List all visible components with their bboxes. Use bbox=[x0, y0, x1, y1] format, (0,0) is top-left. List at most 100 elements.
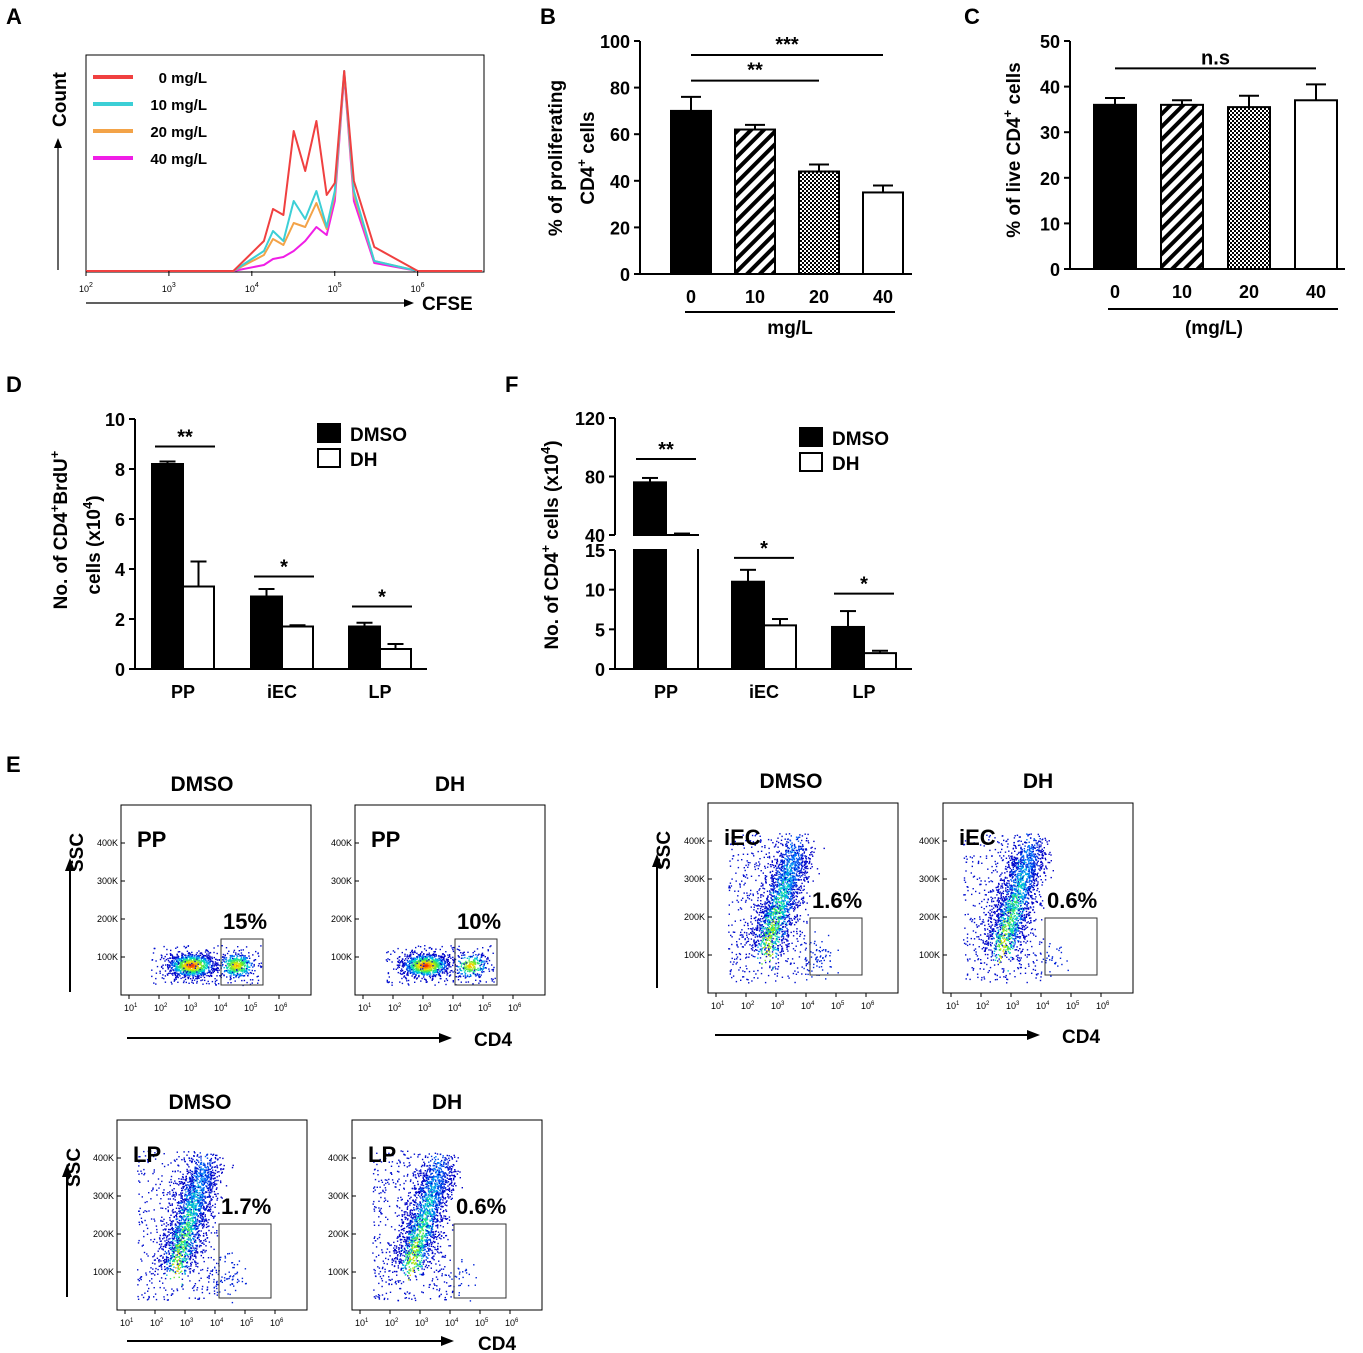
event-dot bbox=[757, 921, 759, 924]
event-dot bbox=[445, 983, 447, 986]
event-dot bbox=[777, 945, 779, 947]
event-dot bbox=[432, 970, 435, 972]
event-dot bbox=[177, 981, 179, 983]
event-dot bbox=[477, 954, 479, 956]
event-dot bbox=[794, 879, 796, 881]
event-dot bbox=[771, 926, 773, 929]
event-dot bbox=[786, 902, 788, 904]
event-dot bbox=[387, 981, 389, 984]
c-ylabel-sup: + bbox=[1000, 109, 1015, 117]
event-dot bbox=[210, 960, 212, 962]
event-dot bbox=[206, 972, 208, 974]
event-dot bbox=[775, 906, 777, 908]
event-dot bbox=[427, 967, 429, 969]
event-dot bbox=[210, 971, 213, 974]
ssc-axis-label: SSC bbox=[654, 831, 675, 870]
event-dot bbox=[755, 933, 757, 936]
event-dot bbox=[804, 872, 806, 874]
event-dot bbox=[214, 980, 217, 982]
event-dot bbox=[774, 845, 777, 847]
y-tick-label: 15 bbox=[585, 541, 605, 561]
event-dot bbox=[214, 963, 216, 965]
event-dot bbox=[464, 961, 466, 964]
event-dot bbox=[780, 900, 782, 903]
event-dot bbox=[780, 888, 782, 890]
event-dot bbox=[761, 911, 763, 914]
event-dot bbox=[767, 896, 769, 898]
event-dot bbox=[791, 842, 793, 844]
event-dot bbox=[759, 907, 762, 910]
event-dot bbox=[770, 931, 773, 933]
event-dot bbox=[769, 937, 771, 939]
cd4-tick-label: 103 bbox=[418, 1003, 432, 1013]
event-dot bbox=[771, 922, 774, 924]
event-dot bbox=[457, 976, 459, 978]
event-dot bbox=[229, 977, 232, 979]
event-dot bbox=[208, 962, 210, 964]
event-dot bbox=[774, 858, 776, 861]
event-dot bbox=[432, 975, 434, 977]
event-dot bbox=[420, 964, 422, 966]
event-dot bbox=[202, 975, 204, 977]
event-dot bbox=[214, 961, 217, 963]
event-dot bbox=[740, 931, 742, 934]
event-dot bbox=[222, 953, 225, 956]
f-ylabel-cd4: No. of CD4 bbox=[542, 552, 563, 650]
event-dot bbox=[763, 942, 765, 944]
event-dot bbox=[794, 891, 797, 893]
event-dot bbox=[783, 869, 785, 871]
event-dot bbox=[785, 871, 787, 873]
event-dot bbox=[737, 866, 740, 869]
cd4-tick-exponent: 4 bbox=[458, 1003, 462, 1009]
event-dot bbox=[423, 969, 426, 971]
event-dot bbox=[429, 954, 431, 957]
y-tick-label: 0 bbox=[620, 265, 630, 285]
event-dot bbox=[167, 964, 169, 967]
event-dot bbox=[206, 963, 208, 965]
event-dot bbox=[777, 890, 779, 893]
event-dot bbox=[208, 971, 210, 974]
event-dot bbox=[762, 947, 765, 949]
event-dot bbox=[792, 876, 794, 879]
y-tick-label: 80 bbox=[610, 79, 630, 99]
event-dot bbox=[439, 948, 441, 951]
event-dot bbox=[196, 980, 198, 983]
event-dot bbox=[788, 860, 791, 862]
event-dot bbox=[413, 960, 415, 962]
event-dot bbox=[765, 947, 767, 949]
event-dot bbox=[787, 914, 789, 917]
event-dot bbox=[774, 897, 777, 899]
event-dot bbox=[799, 848, 801, 850]
event-dot bbox=[457, 979, 460, 981]
event-dot bbox=[432, 974, 435, 976]
event-dot bbox=[478, 975, 480, 977]
event-dot bbox=[405, 964, 408, 966]
event-dot bbox=[224, 970, 226, 972]
event-dot bbox=[435, 965, 438, 967]
event-dot bbox=[440, 956, 442, 958]
event-dot bbox=[171, 960, 173, 962]
event-dot bbox=[398, 956, 400, 958]
event-dot bbox=[444, 965, 446, 967]
event-dot bbox=[169, 957, 172, 959]
event-dot bbox=[786, 886, 788, 888]
event-dot bbox=[231, 956, 234, 958]
event-dot bbox=[770, 877, 772, 879]
event-dot bbox=[762, 883, 764, 885]
event-dot bbox=[789, 920, 791, 923]
event-dot bbox=[731, 848, 733, 851]
event-dot bbox=[789, 904, 792, 906]
event-dot bbox=[423, 974, 425, 976]
event-dot bbox=[191, 979, 193, 981]
event-dot bbox=[409, 963, 411, 965]
event-dot bbox=[803, 864, 806, 867]
event-dot bbox=[787, 893, 790, 895]
event-dot bbox=[775, 910, 777, 913]
event-dot bbox=[452, 946, 455, 949]
event-dot bbox=[434, 964, 436, 966]
legend-label-dmso: DMSO bbox=[350, 425, 407, 446]
event-dot bbox=[258, 963, 260, 965]
event-dot bbox=[814, 847, 816, 850]
y-tick-label: 20 bbox=[610, 218, 630, 238]
event-dot bbox=[791, 848, 794, 850]
